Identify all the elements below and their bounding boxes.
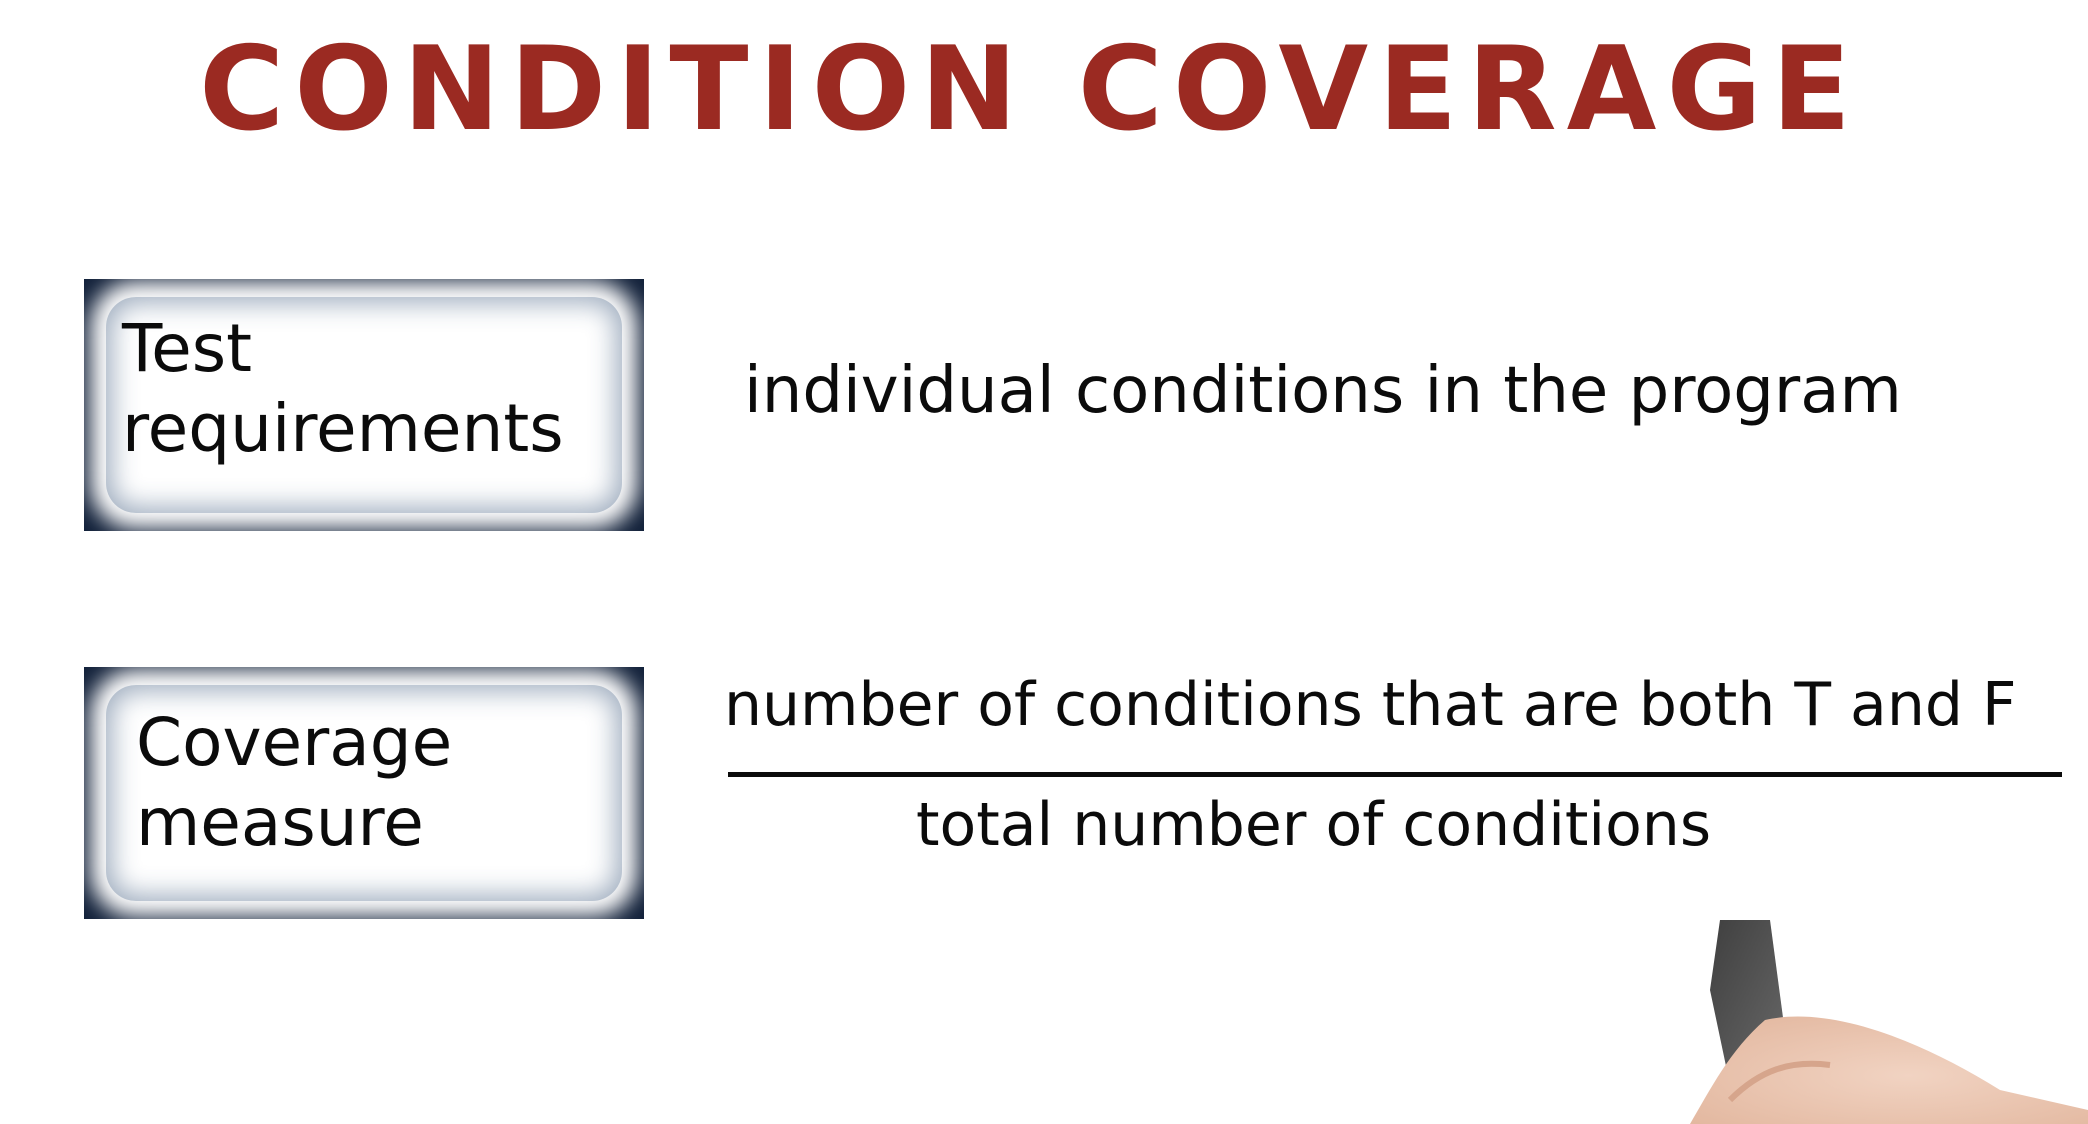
- box-inner: [106, 297, 622, 513]
- fraction-denominator: total number of conditions: [916, 790, 1712, 860]
- box-label-line1: Test: [122, 310, 252, 387]
- fraction-numerator: number of conditions that are both T and…: [724, 670, 2017, 740]
- box-inner: [106, 685, 622, 901]
- test-requirements-box: Test requirements: [84, 279, 644, 531]
- box-label-line2: requirements: [122, 390, 564, 467]
- box-label: Coverage measure: [136, 703, 452, 863]
- box-label-line2: measure: [136, 784, 424, 861]
- coverage-measure-box: Coverage measure: [84, 667, 644, 919]
- box-label: Test requirements: [122, 309, 564, 469]
- fraction-line: [728, 772, 2062, 777]
- test-requirements-description: individual conditions in the program: [744, 354, 1902, 428]
- page-title: CONDITION COVERAGE: [199, 22, 1861, 157]
- box-label-line1: Coverage: [136, 704, 453, 781]
- hand-holding-marker-icon: [1690, 920, 2088, 1124]
